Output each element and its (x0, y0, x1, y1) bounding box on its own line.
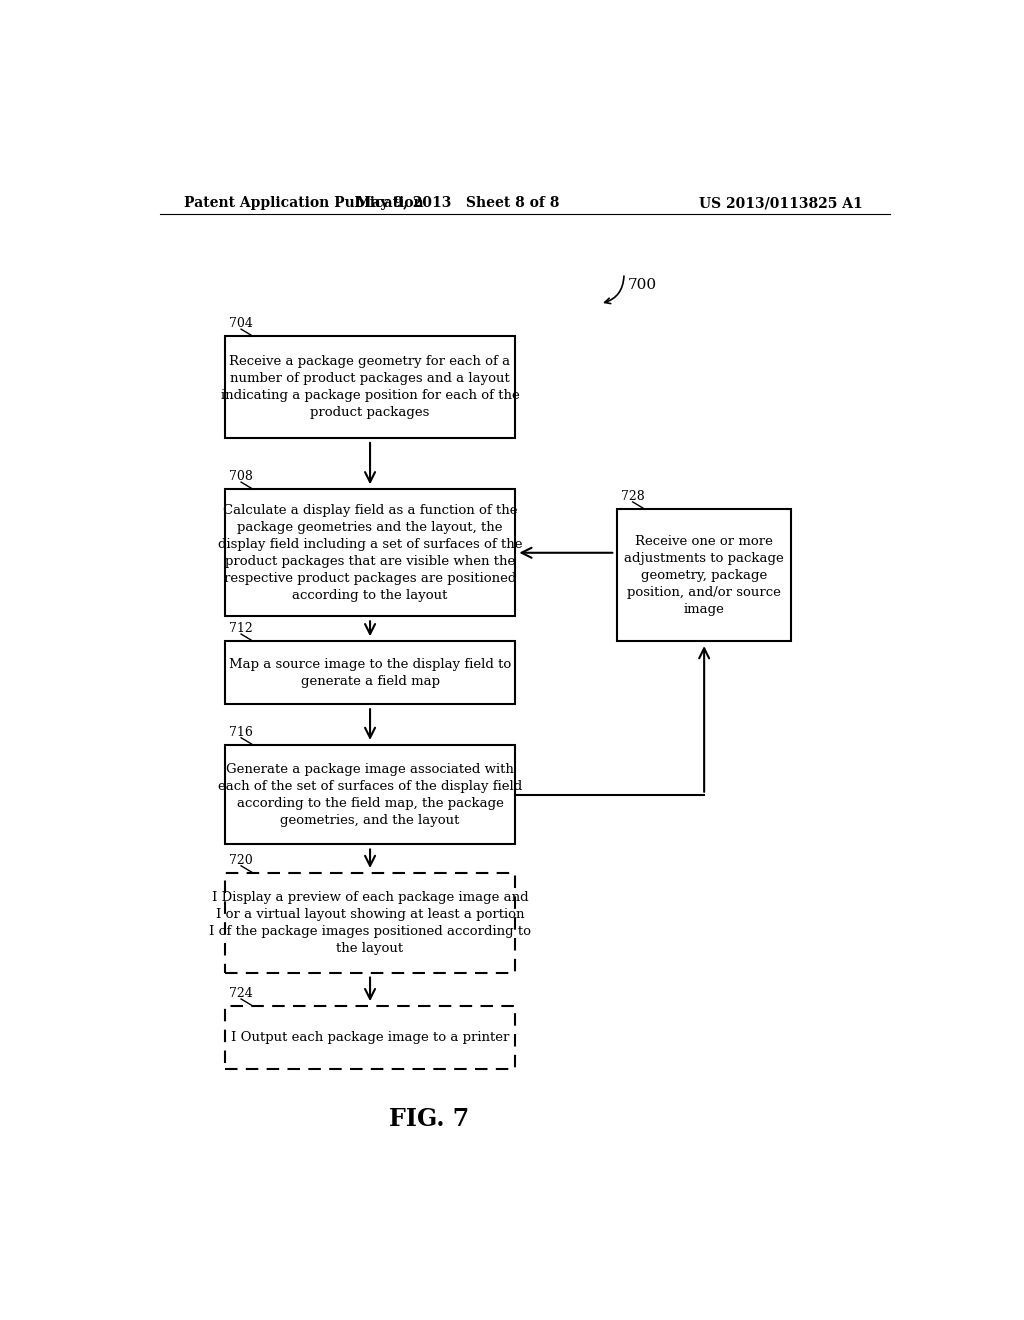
Bar (225, 744, 515, 845)
Text: I Output each package image to a printer: I Output each package image to a printer (230, 1031, 509, 1044)
Text: 712: 712 (229, 622, 253, 635)
Text: 700: 700 (628, 279, 657, 293)
Text: Generate a package image associated with
each of the set of surfaces of the disp: Generate a package image associated with… (218, 763, 522, 826)
Text: FIG. 7: FIG. 7 (389, 1107, 470, 1131)
Text: Calculate a display field as a function of the
package geometries and the layout: Calculate a display field as a function … (218, 504, 522, 602)
Bar (225, 1006, 515, 1069)
Bar (616, 510, 792, 642)
Text: Patent Application Publication: Patent Application Publication (183, 197, 423, 210)
Bar (225, 873, 515, 973)
Text: Map a source image to the display field to
generate a field map: Map a source image to the display field … (229, 657, 511, 688)
Text: 720: 720 (229, 854, 253, 867)
Text: 728: 728 (621, 490, 644, 503)
Text: Receive a package geometry for each of a
number of product packages and a layout: Receive a package geometry for each of a… (221, 355, 519, 418)
Text: May 9, 2013   Sheet 8 of 8: May 9, 2013 Sheet 8 of 8 (355, 197, 559, 210)
Text: 724: 724 (229, 987, 253, 1001)
Bar (225, 337, 515, 438)
Text: US 2013/0113825 A1: US 2013/0113825 A1 (699, 197, 863, 210)
Bar (225, 490, 515, 616)
Text: I Display a preview of each package image and
I or a virtual layout showing at l: I Display a preview of each package imag… (209, 891, 531, 954)
Text: Receive one or more
adjustments to package
geometry, package
position, and/or so: Receive one or more adjustments to packa… (625, 535, 784, 615)
Bar (225, 642, 515, 704)
Text: 704: 704 (229, 317, 253, 330)
Text: 716: 716 (229, 726, 253, 739)
Text: 708: 708 (229, 470, 253, 483)
